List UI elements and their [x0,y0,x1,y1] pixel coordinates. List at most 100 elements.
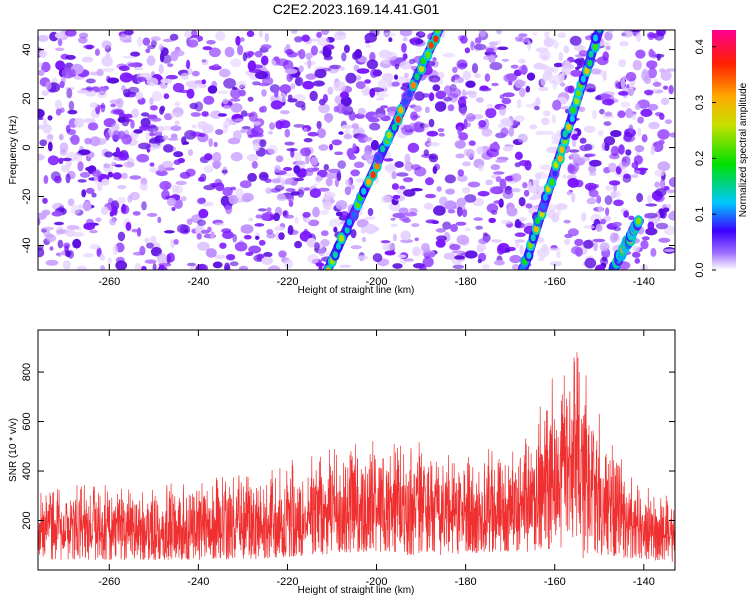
spectrogram-speckle [476,246,485,253]
spectrogram-speckle [113,205,118,216]
spectrogram-track-core [566,123,572,131]
spectrogram-speckle [497,46,509,51]
spectrogram-speckle [384,250,396,256]
spectrogram-track-core [351,211,357,219]
spectrogram-speckle [65,250,71,258]
spectrogram-speckle [134,262,142,270]
spectrogram-speckle [605,207,610,217]
spectrogram-speckle [307,131,319,137]
spectrogram-speckle [180,72,190,80]
spectrogram-speckle [401,43,407,53]
spectrogram-speckle [414,237,419,242]
spectrogram-speckle [121,203,127,214]
spectrogram-speckle [410,111,418,121]
spectrogram-speckle [322,200,333,211]
spectrogram-speckle [383,158,394,162]
colorbar-label: Normalized spectral amplitude [738,82,749,217]
spectrogram-speckle [394,74,398,80]
spectrogram-speckle [599,242,610,252]
spectrogram-speckle [512,172,522,183]
spectrogram-speckle [623,210,629,218]
spectrogram-speckle [657,161,671,172]
spectrogram-speckle [203,165,214,173]
spectrogram-speckle [217,113,227,117]
spectrogram-y-label: Frequency (Hz) [8,116,19,185]
spectrogram-speckle [455,153,465,159]
spectrogram-speckle [309,188,321,199]
spectrogram-speckle [187,68,193,75]
spectrogram-speckle [612,221,622,227]
spectrogram-speckle [85,86,93,91]
spectrogram-speckle [465,113,476,122]
spectrogram-speckle [597,204,603,214]
spectrogram-speckle [62,260,71,270]
spectrogram-speckle [579,137,587,144]
spectrogram-speckle [65,30,77,37]
spectrogram-speckle [204,153,213,161]
spectrogram-speckle [58,133,64,141]
spectrogram-speckle [512,119,517,127]
spectrogram-speckle [460,107,467,116]
spectrogram-speckle [95,217,102,222]
spectrogram-speckle [326,172,340,179]
spectrogram-speckle [101,178,110,186]
spectrogram-speckle [356,219,369,228]
spectrogram-speckle [247,172,257,182]
spectrogram-speckle [41,209,51,216]
spectrogram-speckle [372,253,383,263]
spectrogram-speckle [355,81,366,90]
spectrogram-speckle [61,157,72,162]
spectrogram-speckle [236,80,247,89]
spectrogram-speckle [564,233,573,239]
spectrogram-speckle [551,114,556,124]
spectrogram-speckle [146,55,156,66]
spectrogram-speckle [273,226,285,231]
spectrogram-speckle [546,204,557,212]
spectrogram-speckle [522,182,528,189]
spectrogram-track-core [596,30,603,33]
spectrogram-speckle [668,132,675,138]
spectrogram-speckle [578,106,586,113]
spectrogram-speckles [38,30,675,270]
y-tick-label: 0 [21,144,33,150]
spectrogram-speckle [288,200,294,207]
spectrogram-speckle [424,106,430,114]
spectrogram-speckle [345,72,357,84]
spectrogram-speckle [181,136,187,146]
spectrogram-speckle [556,250,561,259]
spectrogram-track-core [557,155,563,163]
spectrogram-speckle [597,130,604,137]
spectrogram-speckle [222,230,234,240]
spectrogram-speckle [320,230,329,237]
spectrogram-speckle [57,239,64,249]
spectrogram-speckle [569,153,581,161]
spectrogram-speckle [251,161,258,169]
spectrogram-speckle [504,248,511,253]
spectrogram-speckle [275,120,284,130]
colorbar-tick-label: 0.0 [694,262,706,277]
y-tick-label: 400 [21,462,33,480]
spectrogram-track-core [584,67,590,75]
spectrogram-speckle [599,108,605,115]
spectrogram-speckle [491,82,499,87]
spectrogram-speckle [414,38,424,45]
spectrogram-track-core [370,171,376,179]
spectrogram-speckle [479,30,486,37]
spectrogram-speckle [400,230,411,241]
spectrogram-speckle [221,169,228,174]
spectrogram-speckle [107,77,120,84]
spectrogram-speckle [599,41,611,47]
spectrogram-speckle [157,216,162,224]
spectrogram-speckle [391,183,399,190]
spectrogram-speckle [532,32,538,36]
spectrogram-speckle [331,139,342,146]
spectrogram-speckle [464,122,472,128]
spectrogram-speckle [235,118,244,122]
spectrogram-speckle [156,253,168,264]
spectrogram-speckle [70,205,81,215]
spectrogram-speckle [397,254,407,259]
spectrogram-speckle [107,171,114,178]
spectrogram-speckle [127,62,140,67]
spectrogram-speckle [438,196,448,206]
